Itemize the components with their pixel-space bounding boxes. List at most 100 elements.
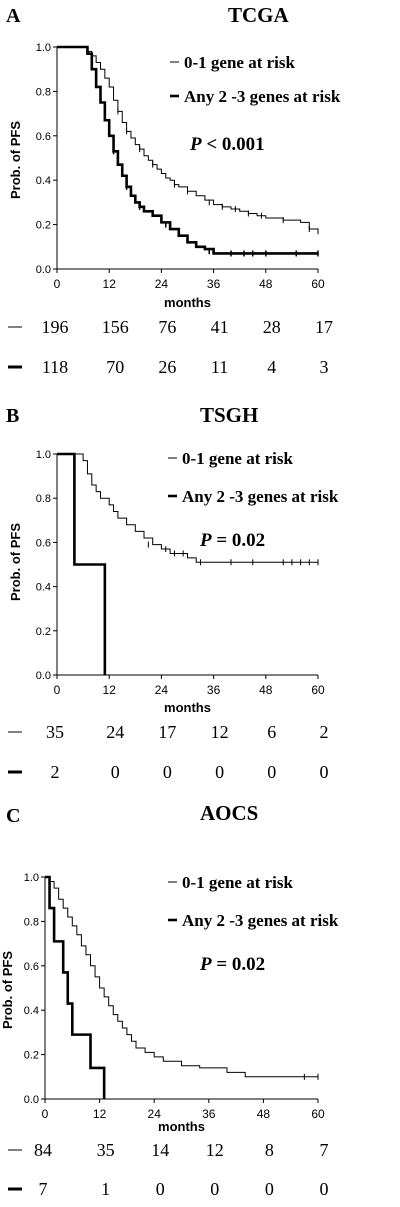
p-label: P [199,954,212,975]
at-risk-value: 3 [320,357,329,377]
x-tick-label: 12 [103,683,117,697]
y-tick-label: 0.8 [36,86,51,98]
y-tick-label: 0.4 [24,1005,39,1017]
y-axis-label: Prob. of PFS [0,951,15,1029]
x-tick-label: 0 [54,683,61,697]
x-tick-label: 48 [257,1107,271,1121]
at-risk-value: 0 [210,1179,219,1199]
y-tick-label: 0.4 [36,175,51,187]
p-value: P < 0.001 [189,134,265,155]
at-risk-value: 156 [102,317,129,337]
at-risk-value: 2 [51,762,60,782]
x-tick-label: 60 [311,1107,325,1121]
x-tick-label: 12 [93,1107,107,1121]
at-risk-value: 118 [42,357,68,377]
at-risk-value: 11 [211,357,228,377]
y-tick-label: 0.2 [36,220,51,232]
x-tick-label: 36 [202,1107,216,1121]
at-risk-value: 0 [265,1179,274,1199]
at-risk-value: 12 [211,722,229,742]
km-curve-any-2-3-genes [45,875,106,1099]
at-risk-value: 24 [106,722,124,742]
x-tick-label: 36 [207,277,221,291]
chart-title: AOCS [200,801,258,825]
y-tick-label: 0.0 [36,264,51,276]
at-risk-value: 2 [320,722,329,742]
chart-title: TSGH [200,403,258,427]
x-tick-label: 24 [155,277,169,291]
x-axis-label: months [164,295,211,310]
y-tick-label: 1.0 [36,42,51,54]
panel-c: C AOCS 0 12 24 36 48 60 0.0 0.2 0.4 0.6 0.8 1.0 Prob. … [0,801,339,1199]
at-risk-value: 0 [267,762,276,782]
y-tick-label: 0.2 [24,1050,39,1062]
y-tick-label: 1.0 [24,872,39,884]
at-risk-value: 0 [320,1179,329,1199]
x-tick-label: 48 [259,277,273,291]
at-risk-value: 0 [320,762,329,782]
x-tick-label: 48 [259,683,273,697]
x-tick-label: 36 [207,683,221,697]
chart-title: TCGA [228,3,290,27]
p-text: = 0.02 [212,954,266,975]
at-risk-value: 84 [34,1140,52,1160]
at-risk-value: 8 [265,1140,274,1160]
y-tick-label: 0.8 [36,493,51,505]
at-risk-value: 17 [315,317,333,337]
at-risk-value: 7 [39,1179,48,1199]
at-risk-value: 76 [158,317,176,337]
legend-entry: Any 2 -3 genes at risk [182,487,339,506]
x-tick-label: 12 [103,277,117,291]
panel-letter: A [6,5,21,27]
legend-entry: 0-1 gene at risk [182,873,294,892]
at-risk-value: 6 [267,722,276,742]
panel-letter: C [6,805,20,827]
legend-entry: 0-1 gene at risk [184,53,296,72]
x-tick-label: 60 [311,683,325,697]
x-axis-label: months [158,1119,205,1134]
p-text: = 0.02 [212,530,266,551]
y-tick-label: 0.0 [24,1094,39,1106]
panel-a: A TCGA 0 12 24 36 48 60 0.0 0.2 0.4 0.6 0.8 1.0 Prob. … [6,3,341,377]
at-risk-value: 0 [215,762,224,782]
at-risk-value: 70 [106,357,124,377]
at-risk-value: 0 [111,762,120,782]
y-tick-label: 0.4 [36,582,51,594]
x-tick-label: 24 [148,1107,162,1121]
at-risk-value: 35 [46,722,64,742]
x-axis-label: months [164,700,211,715]
y-tick-label: 0.6 [36,537,51,549]
at-risk-value: 17 [158,722,176,742]
km-curve-any-2-3-genes [57,452,107,675]
at-risk-value: 35 [97,1140,115,1160]
legend-entry: 0-1 gene at risk [182,449,294,468]
at-risk-value: 196 [42,317,69,337]
at-risk-value: 1 [101,1179,110,1199]
x-tick-label: 60 [311,277,325,291]
km-curve-0-1-gene [57,453,318,563]
at-risk-value: 7 [320,1140,329,1160]
at-risk-value: 28 [263,317,281,337]
y-tick-label: 0.8 [24,916,39,928]
y-axis-label: Prob. of PFS [8,121,23,199]
at-risk-value: 14 [151,1140,169,1160]
panel-letter: B [6,405,19,427]
y-tick-label: 0.0 [36,670,51,682]
x-tick-label: 24 [155,683,169,697]
at-risk-value: 41 [211,317,229,337]
p-label: P [199,530,212,551]
at-risk-value: 12 [206,1140,224,1160]
legend-entry: Any 2 -3 genes at risk [184,87,341,106]
y-tick-label: 0.2 [36,626,51,638]
at-risk-value: 4 [267,357,276,377]
y-tick-label: 0.6 [24,961,39,973]
legend-entry: Any 2 -3 genes at risk [182,911,339,930]
p-label: P [189,134,202,155]
at-risk-value: 0 [156,1179,165,1199]
x-tick-label: 0 [54,277,61,291]
x-tick-label: 0 [42,1107,49,1121]
at-risk-value: 0 [163,762,172,782]
km-curve-0-1-gene [45,876,318,1078]
